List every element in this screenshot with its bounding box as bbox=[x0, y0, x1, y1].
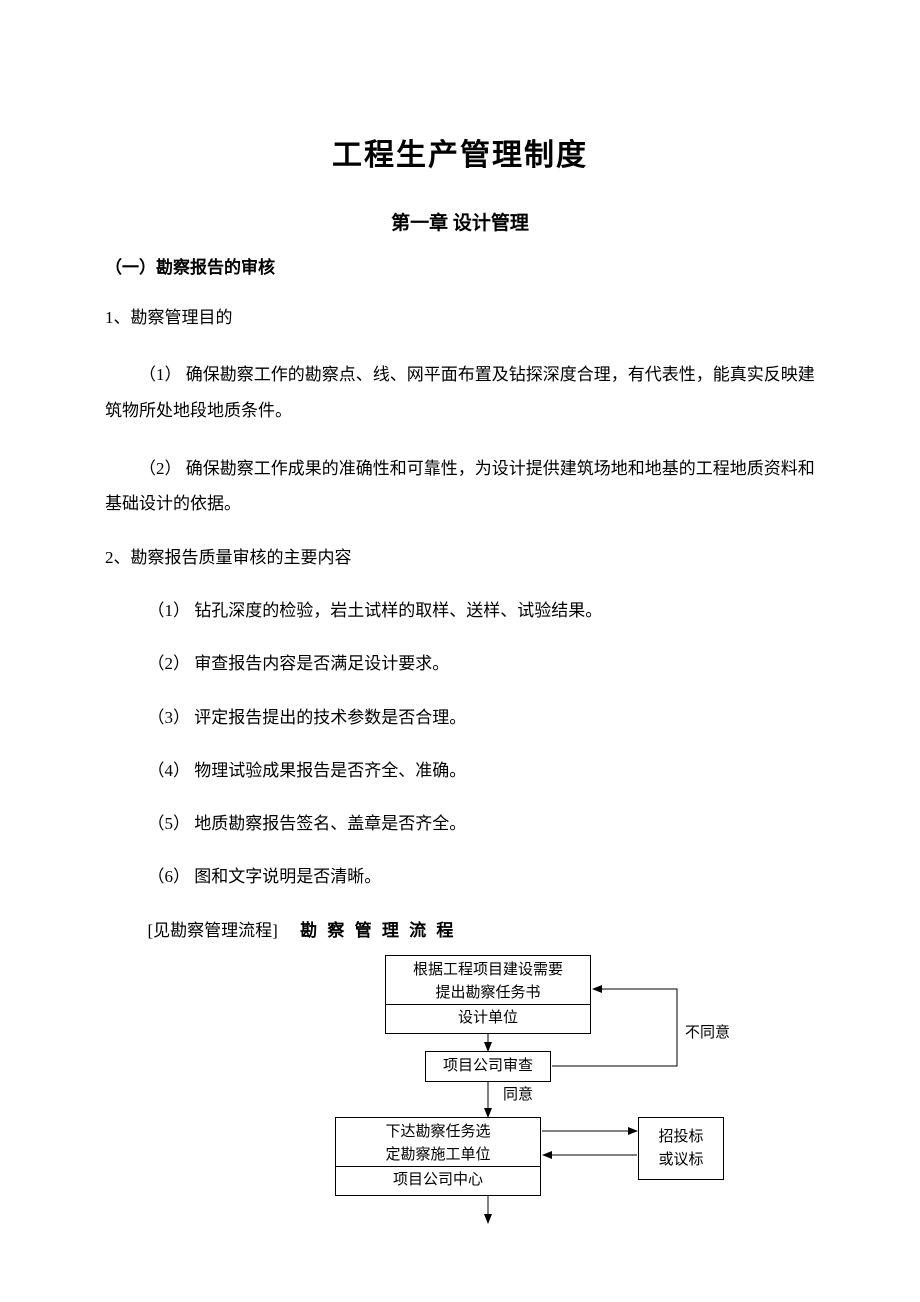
flow-node-2-line-1: 项目公司审查 bbox=[426, 1055, 550, 1078]
flow-node-4-line-1: 招投标 bbox=[639, 1126, 723, 1149]
flow-node-1-line-2: 提出勘察任务书 bbox=[386, 982, 590, 1005]
flow-node-3-line-1: 下达勘察任务选 bbox=[336, 1121, 540, 1144]
section-1-heading: （一）勘察报告的审核 bbox=[105, 253, 815, 278]
item-2-list-6: （6） 图和文字说明是否清晰。 bbox=[105, 863, 815, 890]
item-1-para-2: （2） 确保勘察工作成果的准确性和可靠性，为设计提供建筑场地和地基的工程地质资料… bbox=[105, 451, 815, 522]
flow-node-1-line-1: 根据工程项目建设需要 bbox=[386, 959, 590, 982]
item-1-para-1: （1） 确保勘察工作的勘察点、线、网平面布置及钻探深度合理，有代表性，能真实反映… bbox=[105, 357, 815, 428]
item-2-heading: 2、勘察报告质量审核的主要内容 bbox=[105, 544, 815, 571]
flow-node-4-line-2: 或议标 bbox=[639, 1149, 723, 1172]
flow-ref-prefix: [见勘察管理流程] bbox=[148, 921, 278, 940]
flow-node-3-line-2: 定勘察施工单位 bbox=[336, 1144, 540, 1167]
flow-node-2: 项目公司审查 bbox=[425, 1051, 551, 1082]
item-2-list-3: （3） 评定报告提出的技术参数是否合理。 bbox=[105, 704, 815, 731]
flowchart-reference: [见勘察管理流程] 勘 察 管 理 流 程 bbox=[105, 916, 815, 941]
flow-node-3: 下达勘察任务选 定勘察施工单位 项目公司中心 bbox=[335, 1117, 541, 1196]
item-1-heading: 1、勘察管理目的 bbox=[105, 304, 815, 331]
flow-node-1-footer: 设计单位 bbox=[386, 1004, 590, 1030]
doc-title: 工程生产管理制度 bbox=[105, 130, 815, 174]
flow-node-4: 招投标 或议标 bbox=[638, 1117, 724, 1180]
flow-node-3-footer: 项目公司中心 bbox=[336, 1166, 540, 1192]
flow-node-1: 根据工程项目建设需要 提出勘察任务书 设计单位 bbox=[385, 955, 591, 1034]
flow-ref-title: 勘 察 管 理 流 程 bbox=[300, 921, 456, 940]
flow-label-agree: 同意 bbox=[503, 1083, 533, 1104]
item-2-list-1: （1） 钻孔深度的检验，岩土试样的取样、送样、试验结果。 bbox=[105, 597, 815, 624]
flowchart-container: 根据工程项目建设需要 提出勘察任务书 设计单位 项目公司审查 下达勘察任务选 定… bbox=[305, 955, 805, 1235]
flow-label-disagree: 不同意 bbox=[685, 1021, 730, 1042]
chapter-heading: 第一章 设计管理 bbox=[105, 208, 815, 235]
item-2-list-2: （2） 审查报告内容是否满足设计要求。 bbox=[105, 650, 815, 677]
item-2-list-5: （5） 地质勘察报告签名、盖章是否齐全。 bbox=[105, 810, 815, 837]
item-2-list-4: （4） 物理试验成果报告是否齐全、准确。 bbox=[105, 757, 815, 784]
